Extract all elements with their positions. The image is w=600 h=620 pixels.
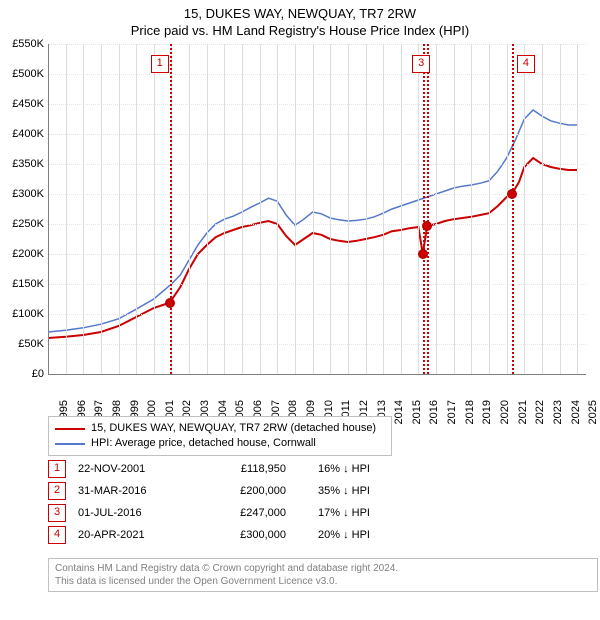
sale-row-index: 2 (48, 482, 66, 500)
sale-badge: 1 (151, 55, 169, 73)
legend-swatch-hpi (55, 443, 85, 445)
legend-label-hpi: HPI: Average price, detached house, Corn… (91, 436, 316, 451)
x-tick-label: 2023 (552, 400, 564, 424)
legend: 15, DUKES WAY, NEWQUAY, TR7 2RW (detache… (48, 416, 392, 456)
series-svg (48, 44, 586, 374)
sale-row-price: £118,950 (214, 463, 314, 475)
sale-row-index: 4 (48, 526, 66, 544)
x-tick-label: 2019 (482, 400, 494, 424)
sale-marker (507, 189, 517, 199)
x-tick-label: 2015 (411, 400, 423, 424)
sale-badge: 4 (517, 55, 535, 73)
footer-line2: This data is licensed under the Open Gov… (55, 575, 591, 588)
sale-row-price: £200,000 (214, 485, 314, 497)
y-tick-label: £150K (12, 278, 44, 290)
sale-row-index: 1 (48, 460, 66, 478)
x-tick-label: 2025 (587, 400, 599, 424)
legend-row-property: 15, DUKES WAY, NEWQUAY, TR7 2RW (detache… (55, 421, 385, 436)
y-tick-label: £50K (18, 338, 44, 350)
x-tick-label: 2024 (570, 400, 582, 424)
footer-line1: Contains HM Land Registry data © Crown c… (55, 562, 591, 575)
x-tick-label: 2022 (534, 400, 546, 424)
footer-attribution: Contains HM Land Registry data © Crown c… (48, 558, 598, 592)
x-tick-label: 2016 (429, 400, 441, 424)
sale-row-delta: 16% ↓ HPI (318, 463, 438, 475)
x-tick-label: 2014 (393, 400, 405, 424)
chart-container: 15, DUKES WAY, NEWQUAY, TR7 2RW Price pa… (0, 0, 600, 620)
y-tick-label: £300K (12, 188, 44, 200)
y-tick-label: £250K (12, 218, 44, 230)
x-tick-label: 2018 (464, 400, 476, 424)
y-tick-label: £400K (12, 128, 44, 140)
sale-row-delta: 35% ↓ HPI (318, 485, 438, 497)
y-tick-label: £0 (32, 368, 44, 380)
plot-area: 1 3 4 (48, 44, 586, 374)
sale-marker (165, 298, 175, 308)
y-tick-label: £450K (12, 98, 44, 110)
sale-row-date: 31-MAR-2016 (78, 485, 210, 497)
legend-row-hpi: HPI: Average price, detached house, Corn… (55, 436, 385, 451)
sale-row-date: 01-JUL-2016 (78, 507, 210, 519)
chart-title-sub: Price paid vs. HM Land Registry's House … (0, 21, 600, 38)
chart-title-address: 15, DUKES WAY, NEWQUAY, TR7 2RW (0, 0, 600, 21)
y-tick-label: £550K (12, 38, 44, 50)
sale-row-delta: 17% ↓ HPI (318, 507, 438, 519)
x-tick-label: 2021 (517, 400, 529, 424)
sale-row-delta: 20% ↓ HPI (318, 529, 438, 541)
legend-label-property: 15, DUKES WAY, NEWQUAY, TR7 2RW (detache… (91, 421, 376, 436)
sale-marker (422, 221, 432, 231)
sale-row-date: 22-NOV-2001 (78, 463, 210, 475)
sale-row: 1 22-NOV-2001 £118,950 16% ↓ HPI (48, 460, 438, 478)
y-tick-label: £350K (12, 158, 44, 170)
x-tick-label: 2020 (499, 400, 511, 424)
sale-row-date: 20-APR-2021 (78, 529, 210, 541)
sale-badge: 3 (412, 55, 430, 73)
sale-row: 2 31-MAR-2016 £200,000 35% ↓ HPI (48, 482, 438, 500)
sale-row: 3 01-JUL-2016 £247,000 17% ↓ HPI (48, 504, 438, 522)
sale-row: 4 20-APR-2021 £300,000 20% ↓ HPI (48, 526, 438, 544)
x-tick-label: 2017 (446, 400, 458, 424)
sale-row-price: £247,000 (214, 507, 314, 519)
y-tick-label: £500K (12, 68, 44, 80)
sale-row-index: 3 (48, 504, 66, 522)
legend-swatch-property (55, 428, 85, 430)
y-tick-label: £200K (12, 248, 44, 260)
y-tick-label: £100K (12, 308, 44, 320)
sale-row-price: £300,000 (214, 529, 314, 541)
